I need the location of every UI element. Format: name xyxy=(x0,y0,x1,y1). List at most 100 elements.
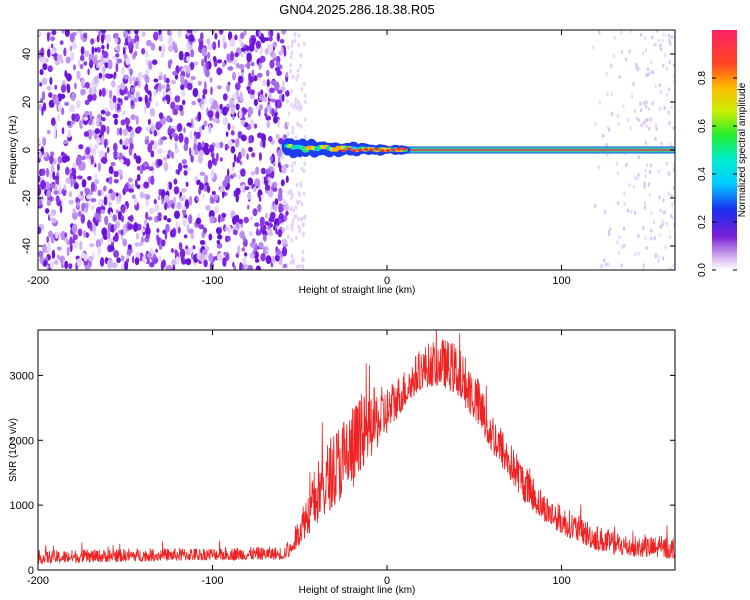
noise-speckle xyxy=(639,101,642,106)
noise-speckle xyxy=(186,30,193,34)
noise-speckle xyxy=(166,85,170,90)
noise-speckle xyxy=(661,38,664,43)
noise-speckle xyxy=(99,60,102,68)
noise-speckle xyxy=(83,131,89,138)
noise-speckle xyxy=(127,244,132,250)
noise-speckle xyxy=(296,73,300,79)
noise-speckle xyxy=(141,31,146,37)
noise-speckle xyxy=(191,100,196,106)
noise-speckle xyxy=(292,257,296,263)
noise-speckle xyxy=(46,130,51,135)
noise-speckle xyxy=(157,159,163,167)
noise-speckle xyxy=(239,262,243,270)
noise-speckle xyxy=(299,183,303,188)
noise-speckle xyxy=(634,252,637,257)
noise-speckle xyxy=(66,120,72,126)
noise-speckle xyxy=(266,69,270,77)
noise-speckle xyxy=(217,59,223,64)
noise-speckle xyxy=(69,169,73,174)
noise-speckle xyxy=(197,142,202,152)
noise-speckle xyxy=(71,113,76,122)
noise-speckle xyxy=(290,102,293,108)
noise-speckle xyxy=(57,54,63,61)
noise-speckle xyxy=(72,64,77,71)
noise-speckle xyxy=(234,34,238,41)
noise-speckle xyxy=(209,195,213,204)
noise-speckle xyxy=(303,93,307,99)
noise-speckle xyxy=(646,67,650,72)
noise-speckle xyxy=(146,252,152,259)
noise-speckle xyxy=(141,48,146,55)
noise-speckle xyxy=(64,101,70,106)
noise-speckle xyxy=(101,227,108,237)
noise-speckle xyxy=(273,115,278,124)
noise-speckle xyxy=(96,117,100,128)
noise-speckle xyxy=(175,221,179,230)
noise-speckle xyxy=(653,236,657,240)
noise-speckle xyxy=(304,214,307,219)
noise-speckle xyxy=(146,222,150,230)
noise-speckle xyxy=(170,132,177,138)
noise-speckle xyxy=(283,214,288,221)
colorbar-ticks: 0.0 0.2 0.4 0.6 0.8 xyxy=(697,71,737,277)
noise-speckle xyxy=(123,30,129,39)
noise-speckle xyxy=(232,115,235,120)
noise-speckle xyxy=(64,232,68,238)
noise-speckle xyxy=(598,100,602,105)
noise-speckle xyxy=(101,45,105,50)
noise-speckle xyxy=(213,158,217,167)
noise-speckle xyxy=(113,179,119,184)
noise-speckle xyxy=(649,117,652,122)
noise-speckle xyxy=(201,124,205,130)
noise-speckle xyxy=(633,175,636,180)
noise-speckle xyxy=(178,242,183,251)
noise-speckle xyxy=(277,118,281,129)
noise-speckle xyxy=(144,226,151,237)
noise-speckle xyxy=(251,238,256,244)
noise-speckle xyxy=(182,217,187,227)
noise-speckle xyxy=(290,206,293,211)
snr-frame xyxy=(37,329,676,571)
noise-speckle xyxy=(104,138,107,149)
noise-speckle xyxy=(80,78,86,88)
noise-speckle xyxy=(104,111,111,117)
signal-onset xyxy=(357,148,363,152)
noise-speckle xyxy=(244,186,250,191)
noise-speckle xyxy=(195,217,202,225)
noise-speckle xyxy=(77,210,82,217)
noise-speckle xyxy=(295,182,299,188)
noise-speckle xyxy=(221,212,227,218)
noise-speckle xyxy=(281,93,285,102)
noise-speckle xyxy=(232,161,235,168)
noise-speckle xyxy=(134,242,140,247)
noise-speckle xyxy=(90,181,95,192)
noise-speckle xyxy=(133,223,138,232)
noise-speckle xyxy=(598,30,601,35)
noise-speckle xyxy=(172,196,177,204)
noise-speckle xyxy=(104,215,109,226)
noise-speckle xyxy=(205,62,209,71)
noise-speckle xyxy=(276,32,280,42)
noise-speckle xyxy=(667,110,670,115)
colorbar-tick-label: 0.8 xyxy=(697,71,708,85)
noise-speckle xyxy=(657,38,661,43)
noise-speckle xyxy=(60,84,67,93)
noise-speckle xyxy=(77,228,83,237)
noise-speckle xyxy=(240,119,245,126)
noise-speckle xyxy=(83,50,90,57)
noise-speckle xyxy=(199,171,206,176)
noise-speckle xyxy=(647,182,651,187)
noise-speckle xyxy=(227,31,233,41)
noise-speckle xyxy=(93,178,100,185)
noise-speckle xyxy=(109,211,113,218)
noise-speckle xyxy=(121,67,125,76)
y-tick-label: 3000 xyxy=(10,370,34,382)
noise-speckle xyxy=(130,129,135,139)
noise-speckle xyxy=(304,99,307,105)
noise-speckle xyxy=(668,235,672,240)
noise-speckle xyxy=(234,52,239,58)
noise-speckle xyxy=(292,104,296,110)
noise-speckle xyxy=(174,249,178,255)
noise-speckle xyxy=(226,235,231,242)
